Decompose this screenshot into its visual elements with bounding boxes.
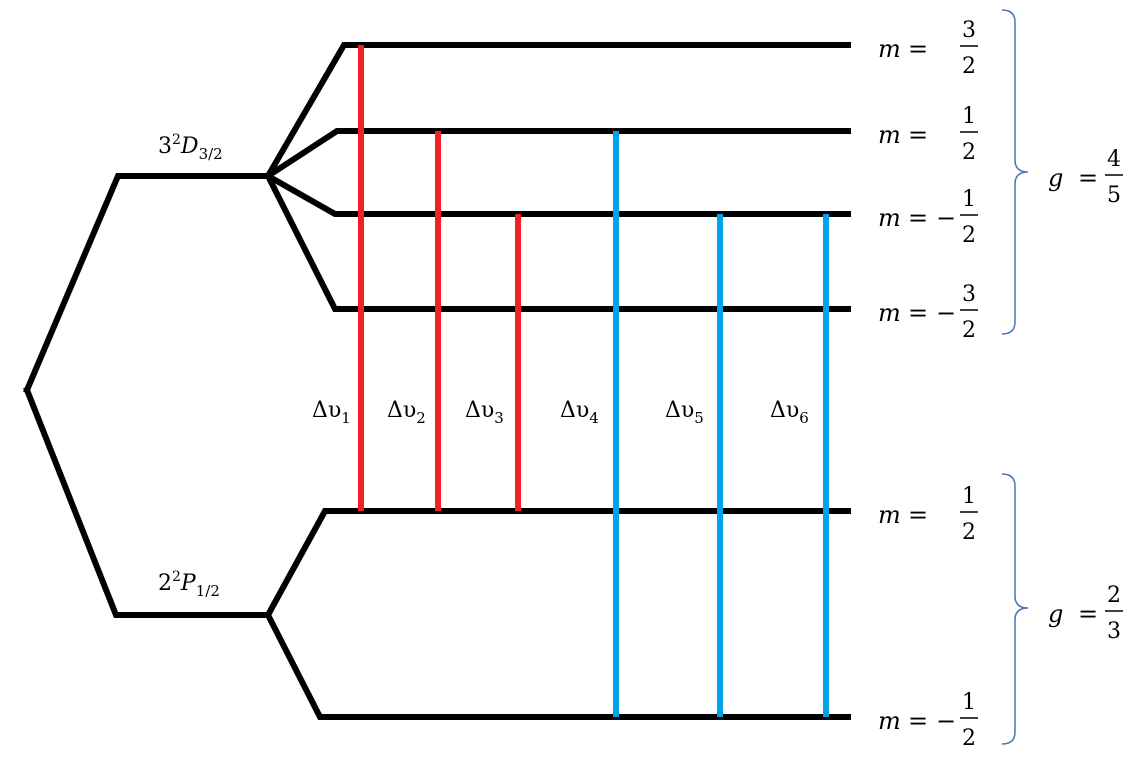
svg-text:=: =: [1078, 600, 1098, 628]
lower-m-label-1: m = 1 2: [878, 484, 978, 545]
svg-text:m: m: [878, 35, 901, 63]
g-factor-upper: g = 4 5: [1048, 147, 1123, 208]
svg-text:m: m: [878, 204, 901, 232]
svg-text:3: 3: [1107, 619, 1121, 644]
svg-text:=: =: [908, 299, 928, 327]
svg-text:2: 2: [1107, 583, 1121, 608]
svg-text:3: 3: [962, 282, 976, 307]
lower-sublevel-1: [263, 508, 851, 620]
upper-brace: [1001, 9, 1029, 335]
svg-text:m: m: [878, 121, 901, 149]
svg-text:−: −: [936, 299, 956, 327]
transition-labels: Δυ1 Δυ2 Δυ3 Δυ4 Δυ5 Δυ6: [312, 398, 809, 427]
upper-m-label-4: m = −3 2: [878, 282, 978, 343]
svg-text:=: =: [908, 121, 928, 149]
svg-text:2: 2: [962, 726, 976, 751]
svg-text:2: 2: [962, 520, 976, 545]
svg-text:g: g: [1048, 600, 1063, 628]
svg-text:=: =: [908, 501, 928, 529]
svg-text:1: 1: [962, 104, 976, 129]
upper-term-label: 32D3/2: [158, 132, 223, 163]
upper-sublevel-3: [263, 171, 851, 217]
transition-label-2: Δυ2: [387, 398, 426, 427]
svg-text:m: m: [878, 707, 901, 735]
upper-sublevel-1: [263, 42, 851, 181]
svg-text:1: 1: [962, 484, 976, 509]
upper-m-label-3: m = −1 2: [878, 187, 978, 248]
transition-label-6: Δυ6: [770, 398, 809, 427]
upper-m-label-1: m = 3 2: [878, 18, 978, 79]
svg-text:4: 4: [1107, 147, 1121, 172]
transition-label-1: Δυ1: [312, 398, 351, 427]
upper-sublevel-2: [263, 128, 851, 181]
svg-text:−: −: [936, 204, 956, 232]
svg-text:m: m: [878, 501, 901, 529]
transition-label-5: Δυ5: [665, 398, 704, 427]
lower-m-label-2: m = −1 2: [878, 690, 978, 751]
svg-text:1: 1: [962, 187, 976, 212]
svg-text:=: =: [1078, 164, 1098, 192]
svg-text:2: 2: [962, 223, 976, 248]
magnetic-quantum-number-labels: m =32m =12m = −12m = −32m =12m = −12: [878, 18, 978, 751]
transition-lines: [358, 45, 829, 717]
svg-text:2: 2: [962, 54, 976, 79]
parent-level-branch-lower: [23, 386, 271, 618]
svg-text:−: −: [936, 707, 956, 735]
svg-text:5: 5: [1107, 183, 1121, 208]
svg-text:=: =: [908, 35, 928, 63]
svg-text:2: 2: [962, 140, 976, 165]
upper-m-label-2: m = 1 2: [878, 104, 978, 165]
lower-sublevel-2: [263, 610, 851, 720]
svg-text:=: =: [908, 707, 928, 735]
svg-text:3: 3: [962, 18, 976, 43]
g-factor-lower: g = 2 3: [1048, 583, 1123, 644]
svg-text:m: m: [878, 299, 901, 327]
upper-sublevel-4: [263, 171, 851, 312]
svg-text:g: g: [1048, 164, 1063, 192]
transition-label-4: Δυ4: [560, 398, 599, 427]
svg-text:2: 2: [962, 318, 976, 343]
transition-label-3: Δυ3: [465, 398, 504, 427]
lower-term-label: 22P1/2: [158, 569, 220, 600]
lower-brace: [1001, 473, 1029, 745]
svg-text:1: 1: [962, 690, 976, 715]
parent-level-branch-upper: [23, 173, 271, 394]
svg-text:=: =: [908, 204, 928, 232]
